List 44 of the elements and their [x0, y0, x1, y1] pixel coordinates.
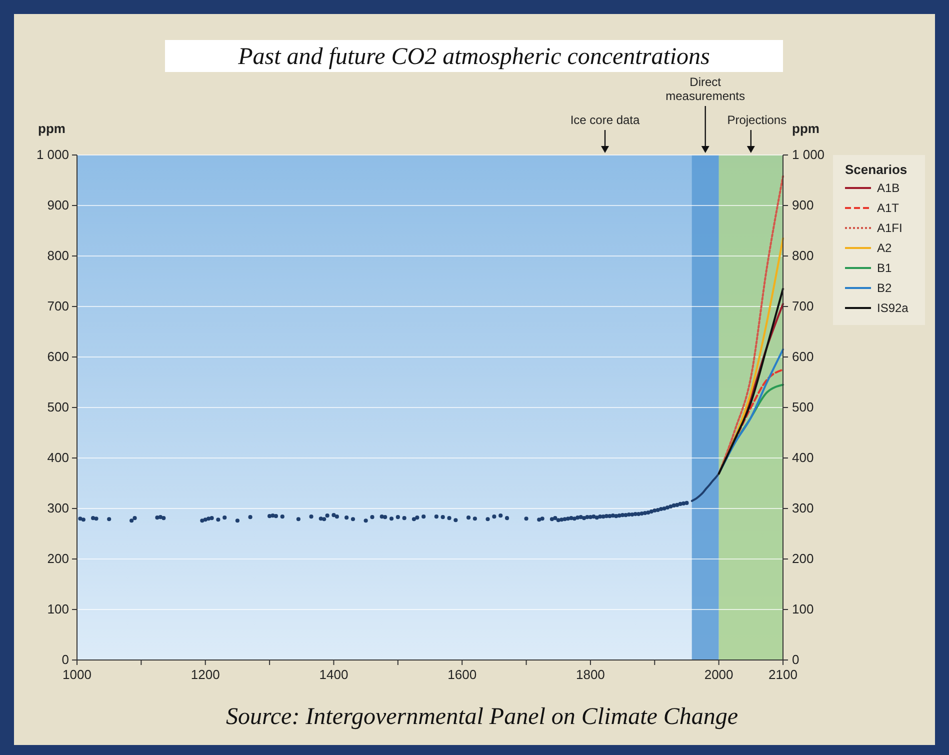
y2-tick-label: 700	[792, 298, 814, 314]
legend-label: B2	[877, 281, 892, 295]
y-axis-title: ppm	[38, 121, 66, 136]
y2-tick-label: 900	[792, 198, 814, 212]
y-tick-label: 500	[47, 400, 69, 414]
x-tick-label: 1000	[62, 667, 92, 682]
y-tick-label: 900	[47, 198, 69, 212]
y2-tick-label: 800	[792, 248, 814, 263]
legend-label: IS92a	[877, 301, 909, 315]
y-tick-label: 700	[47, 298, 69, 314]
y2-tick-label: 0	[792, 652, 800, 667]
y-tick-label: 1 000	[36, 147, 69, 162]
x-tick-label: 1600	[448, 667, 477, 682]
legend-title: Scenarios	[845, 162, 908, 177]
x-tick-label: 1400	[319, 667, 348, 682]
text: Ice core data	[570, 113, 640, 127]
chart-title: Past and future CO2 atmospheric concentrations	[237, 44, 710, 70]
x-tick-label: 1800	[576, 667, 605, 682]
source-note: Source: Intergovernmental Panel on Climate Change	[226, 704, 738, 730]
y-tick-label: 800	[47, 248, 69, 263]
y-tick-label: 300	[47, 500, 69, 516]
y2-tick-label: 300	[792, 500, 814, 516]
y2-tick-label: 100	[792, 602, 814, 616]
legend-label: A1B	[877, 181, 900, 195]
y2-tick-label: 200	[792, 551, 814, 566]
y-tick-label: 0	[62, 652, 69, 667]
y-tick-label: 400	[47, 450, 69, 465]
y-tick-label: 100	[47, 602, 69, 616]
legend-label: A2	[877, 241, 892, 255]
x-tick-label: 2100	[768, 667, 798, 682]
y-tick-label: 600	[47, 349, 69, 364]
x-tick-label: 2000	[704, 667, 734, 682]
y2-axis-title: ppm	[792, 121, 820, 136]
x-tick-label: 1200	[190, 667, 220, 682]
band-label: Projections	[727, 113, 787, 127]
y2-tick-label: 500	[792, 400, 814, 414]
legend-label: B1	[877, 261, 892, 275]
legend-label: A1T	[877, 201, 900, 215]
y-tick-label: 200	[47, 551, 69, 566]
y2-tick-label: 600	[792, 349, 814, 364]
legend-label: A1FI	[877, 221, 902, 235]
y2-tick-label: 400	[792, 450, 814, 465]
y2-tick-label: 1 000	[792, 147, 825, 162]
band-label: Direct measurements	[666, 75, 746, 103]
